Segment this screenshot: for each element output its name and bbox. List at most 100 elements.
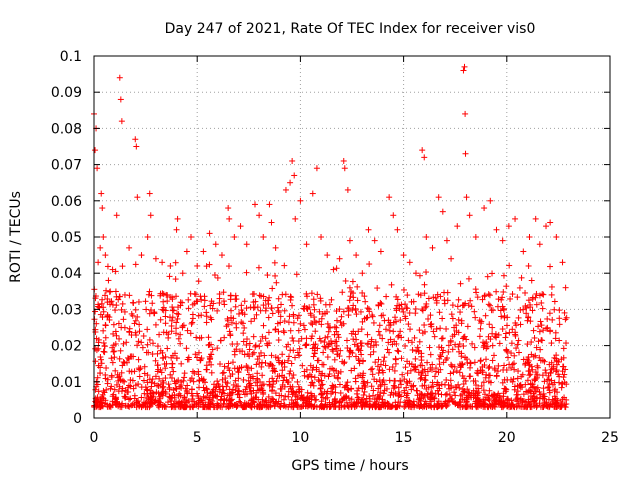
- data-point: [394, 302, 401, 309]
- data-point: [390, 212, 397, 219]
- data-point: [504, 395, 511, 402]
- data-point: [491, 365, 498, 372]
- x-tick-label: 0: [90, 430, 99, 446]
- data-point: [333, 265, 340, 272]
- data-point: [501, 362, 508, 369]
- data-point: [168, 317, 175, 324]
- data-point: [337, 347, 344, 354]
- data-point: [241, 351, 248, 358]
- data-point: [471, 344, 478, 351]
- data-point: [296, 345, 303, 352]
- data-point: [256, 343, 263, 350]
- data-point: [340, 157, 347, 164]
- data-point: [414, 344, 421, 351]
- data-point: [428, 366, 435, 373]
- data-point: [336, 255, 343, 262]
- data-point: [352, 378, 359, 385]
- data-point: [449, 346, 456, 353]
- data-point: [423, 385, 430, 392]
- data-point: [185, 296, 192, 303]
- x-tick-label: 5: [193, 430, 202, 446]
- data-point: [236, 348, 243, 355]
- data-point: [471, 308, 478, 315]
- data-point: [265, 314, 272, 321]
- data-point: [473, 369, 480, 376]
- data-point: [348, 367, 355, 374]
- data-point: [217, 361, 224, 368]
- data-point: [152, 321, 159, 328]
- data-point: [214, 345, 221, 352]
- data-point: [486, 292, 493, 299]
- x-tick-labels: 0 5 10 15 20 25: [90, 430, 619, 446]
- data-point: [222, 375, 229, 382]
- data-point: [195, 368, 202, 375]
- data-point: [106, 316, 113, 323]
- data-point: [331, 356, 338, 363]
- data-point: [257, 337, 264, 344]
- data-point: [168, 354, 175, 361]
- data-point: [185, 354, 192, 361]
- data-point: [525, 387, 532, 394]
- data-point: [97, 354, 104, 361]
- data-point: [517, 321, 524, 328]
- data-point: [259, 333, 266, 340]
- data-point: [546, 310, 553, 317]
- data-point: [298, 392, 305, 399]
- data-point: [436, 344, 443, 351]
- data-point: [515, 314, 522, 321]
- data-point: [205, 334, 212, 341]
- data-point: [348, 288, 355, 295]
- data-point: [499, 326, 506, 333]
- data-point: [376, 366, 383, 373]
- data-point: [233, 320, 240, 327]
- data-point: [479, 296, 486, 303]
- data-point: [457, 309, 464, 316]
- data-point: [111, 386, 118, 393]
- data-point: [218, 252, 225, 259]
- data-point: [281, 329, 288, 336]
- data-point: [445, 342, 452, 349]
- data-point: [409, 346, 416, 353]
- data-point: [546, 387, 553, 394]
- data-point: [354, 297, 361, 304]
- data-point: [238, 364, 245, 371]
- data-point: [159, 355, 166, 362]
- data-point: [491, 352, 498, 359]
- data-point: [535, 323, 542, 330]
- data-point: [346, 297, 353, 304]
- data-point: [290, 337, 297, 344]
- data-point: [472, 314, 479, 321]
- x-tick-label: 15: [395, 430, 413, 446]
- data-point: [166, 273, 173, 280]
- data-point: [359, 270, 366, 277]
- data-point: [256, 360, 263, 367]
- data-point: [110, 321, 117, 328]
- data-point: [457, 280, 464, 287]
- data-point: [540, 291, 547, 298]
- data-point: [498, 313, 505, 320]
- data-point: [203, 319, 210, 326]
- data-point: [283, 343, 290, 350]
- data-point: [308, 390, 315, 397]
- data-point: [460, 388, 467, 395]
- data-point: [297, 197, 304, 204]
- data-point: [189, 319, 196, 326]
- data-point: [233, 383, 240, 390]
- data-point: [208, 351, 215, 358]
- data-point: [344, 379, 351, 386]
- data-point: [291, 172, 298, 179]
- data-point: [132, 306, 139, 313]
- data-point: [400, 286, 407, 293]
- data-point: [342, 277, 349, 284]
- data-point: [364, 331, 371, 338]
- data-point: [148, 383, 155, 390]
- data-point: [394, 347, 401, 354]
- data-point: [193, 390, 200, 397]
- data-point: [320, 349, 327, 356]
- data-point: [207, 302, 214, 309]
- data-point: [240, 338, 247, 345]
- data-point: [100, 304, 107, 311]
- data-point: [421, 392, 428, 399]
- data-point: [193, 334, 200, 341]
- data-point: [132, 261, 139, 268]
